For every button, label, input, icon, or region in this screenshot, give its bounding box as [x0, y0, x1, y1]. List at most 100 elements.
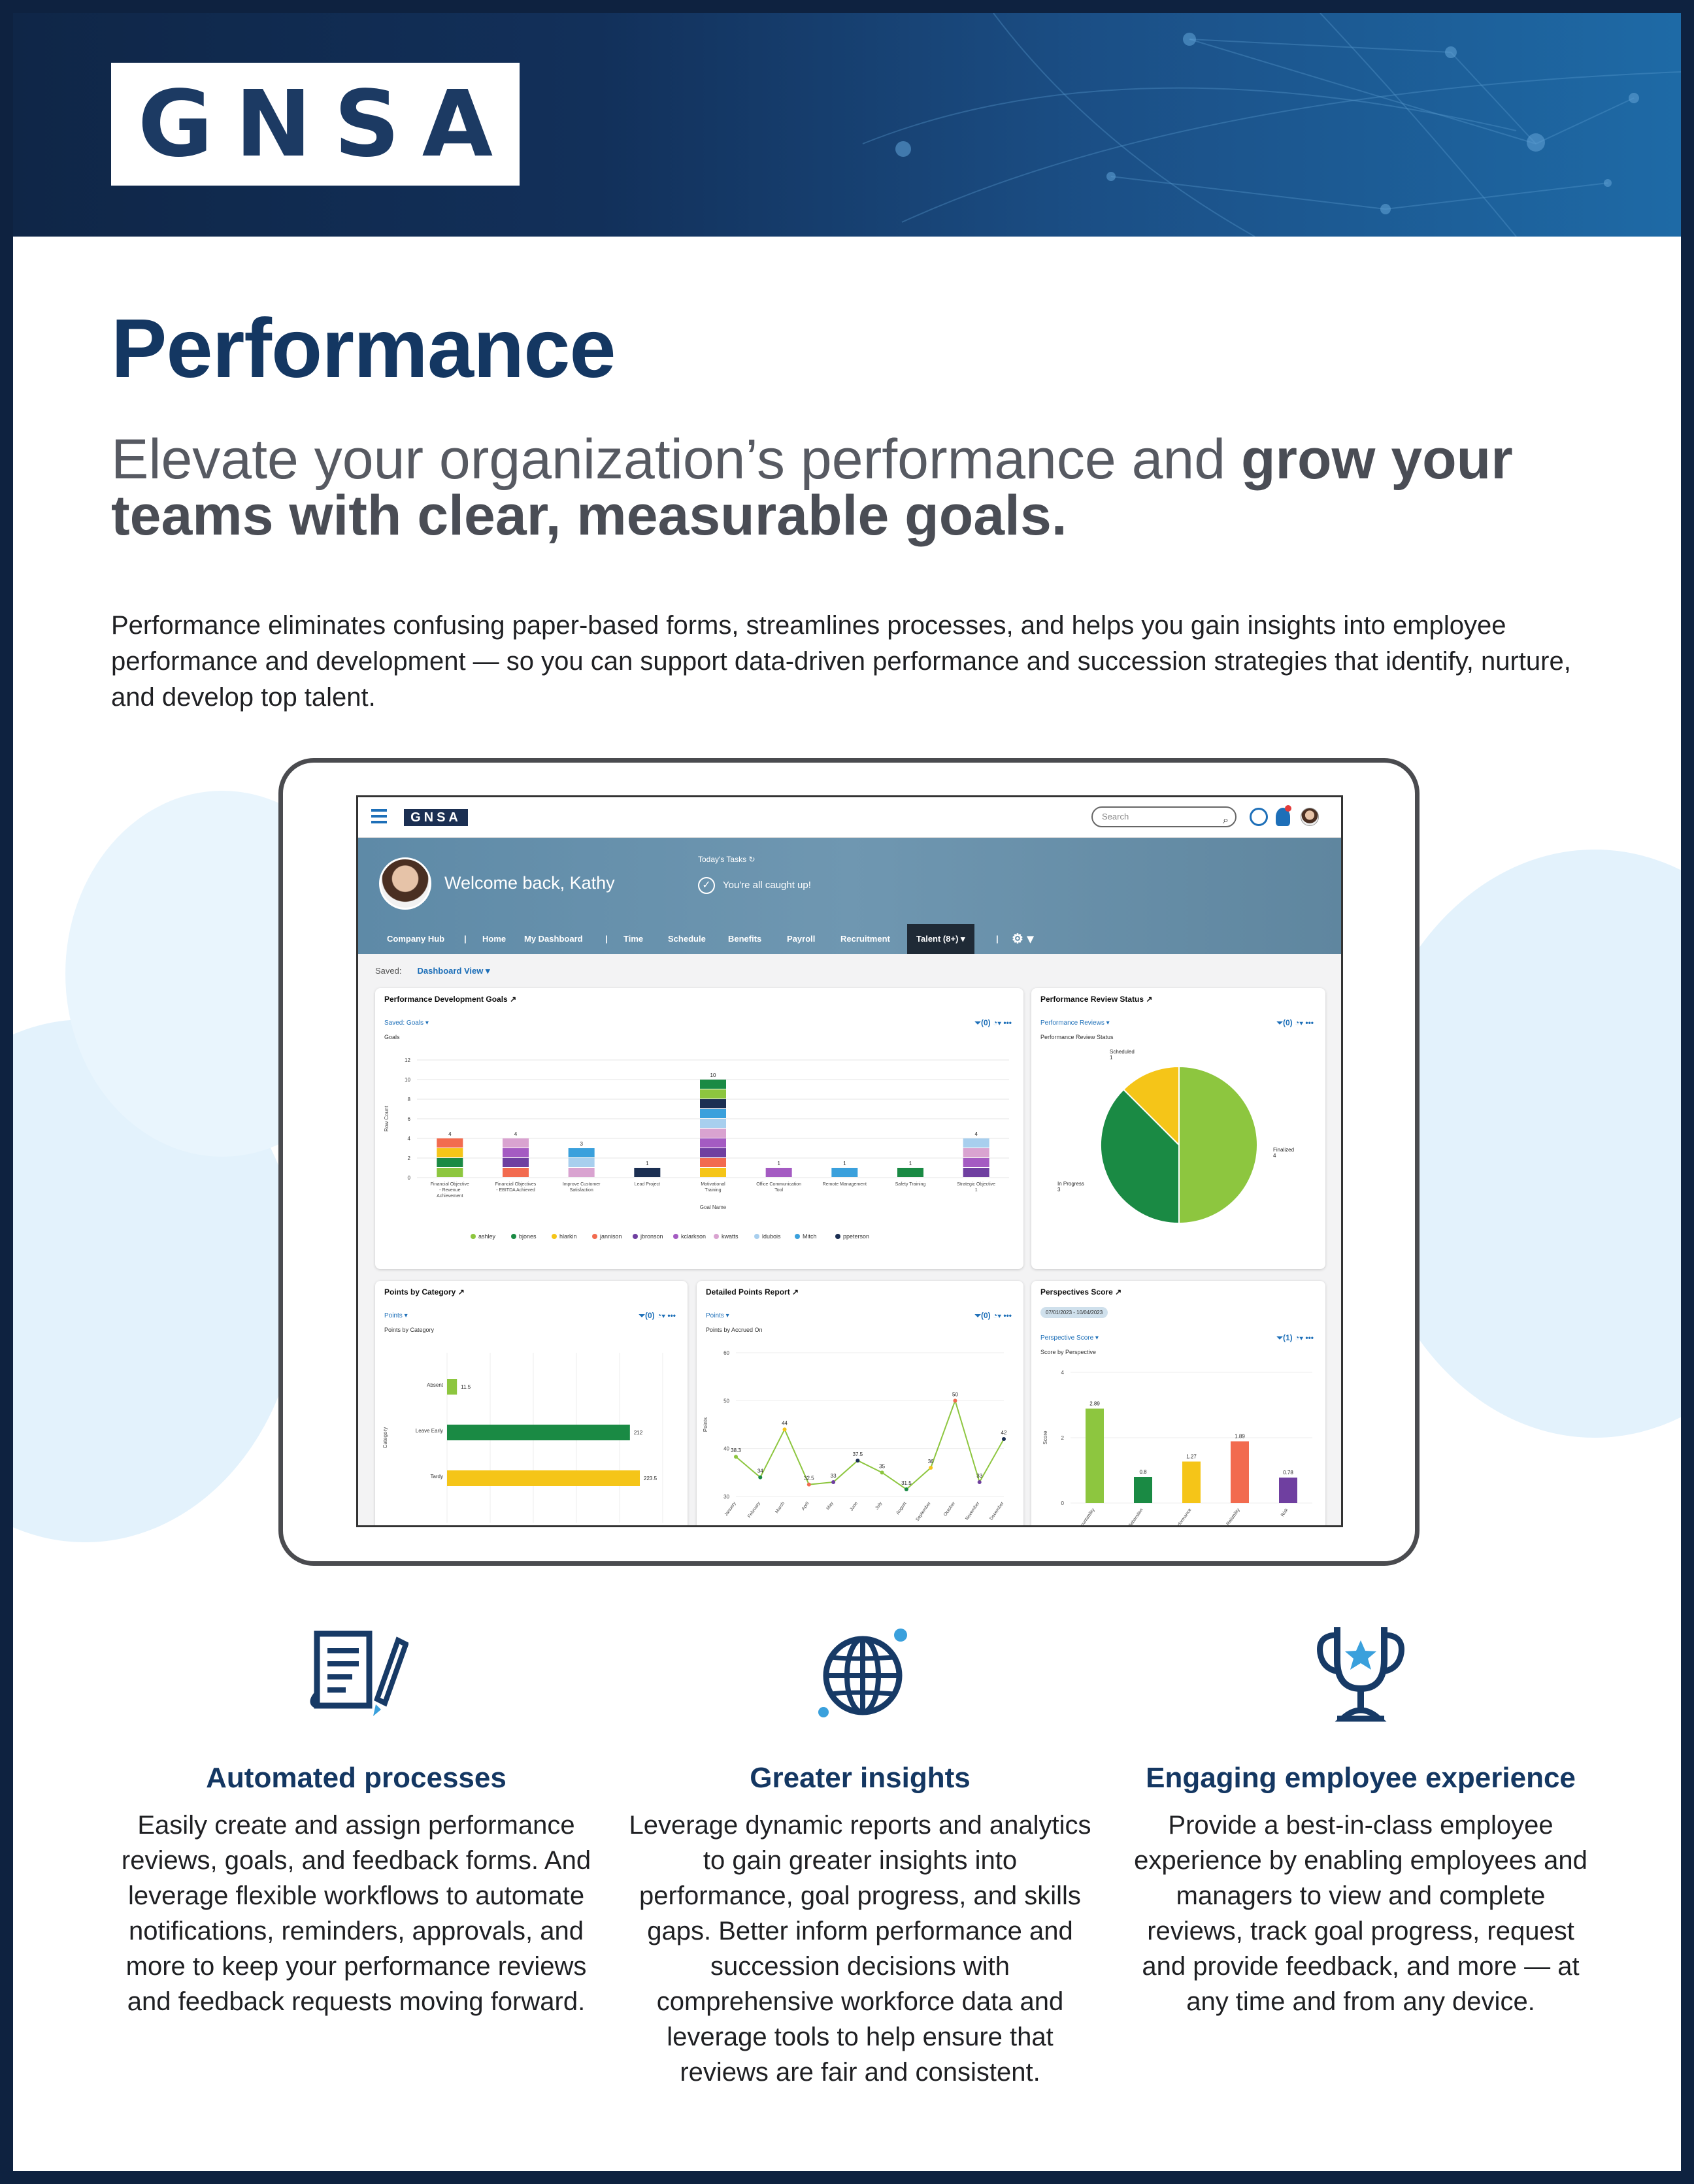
legend-label: Mitch [803, 1233, 817, 1240]
card-title[interactable]: Detailed Points Report ↗ [706, 1287, 799, 1297]
todays-tasks-text: Today's Tasks [698, 855, 747, 864]
bar [1134, 1477, 1152, 1503]
data-label: 37.5 [853, 1451, 863, 1457]
card-title[interactable]: Perspectives Score ↗ [1040, 1287, 1122, 1297]
x-tick-label: Accountability [1076, 1508, 1096, 1527]
caught-up-status: ✓ You're all caught up! [698, 877, 811, 894]
x-tick-label: August [895, 1501, 907, 1515]
card-tools[interactable]: ⏷(0) ◔▾ ••• [639, 1311, 676, 1320]
app-logo[interactable]: GNSA [404, 809, 468, 826]
card-saved-dropdown[interactable]: Perspective Score ▾ [1040, 1334, 1099, 1342]
search-input[interactable]: Search ⌕ [1091, 806, 1237, 827]
bar [1279, 1478, 1297, 1503]
data-point [806, 1482, 811, 1487]
nav-recruitment[interactable]: Recruitment [840, 934, 890, 944]
data-label: 11.5 [461, 1384, 471, 1390]
card-title[interactable]: Performance Development Goals ↗ [384, 995, 517, 1004]
card-saved-dropdown[interactable]: Points ▾ [706, 1312, 729, 1319]
nav-benefits[interactable]: Benefits [728, 934, 762, 944]
y-tick-label: Tardy [430, 1474, 443, 1480]
card-tools[interactable]: ⏷(1) ◔▾ ••• [1276, 1333, 1314, 1342]
nav-talent[interactable]: Talent (8+) ▾ [907, 924, 974, 954]
x-tick-label: Performance [1174, 1508, 1193, 1527]
x-tick-label: October [943, 1501, 956, 1517]
feature-automated: Automated processes Easily create and as… [121, 1621, 591, 2019]
bar-segment [897, 1168, 923, 1177]
nav-company-hub[interactable]: Company Hub [387, 934, 445, 944]
feature-text: Leverage dynamic reports and analytics t… [629, 1811, 1091, 2087]
x-tick-label: June [850, 1501, 859, 1512]
legend-marker [633, 1234, 638, 1239]
card-detailed-points: Detailed Points Report ↗ Points ▾ Points… [697, 1281, 1023, 1525]
y-tick-label: 40 [723, 1446, 729, 1452]
nav-schedule[interactable]: Schedule [668, 934, 706, 944]
slice-label: In Progress [1057, 1181, 1084, 1187]
settings-gear-icon[interactable]: ⚙ ▾ [1012, 932, 1034, 946]
data-point [929, 1466, 933, 1470]
search-icon[interactable]: ⌕ [1223, 815, 1229, 826]
nav-time[interactable]: Time [623, 934, 644, 944]
y-axis-label: Row Count [384, 1105, 390, 1131]
profile-avatar[interactable] [379, 857, 431, 910]
todays-tasks-label[interactable]: Today's Tasks ↻ [698, 855, 756, 864]
data-label: 35 [879, 1463, 885, 1469]
data-label: 50 [952, 1391, 958, 1397]
clock-icon[interactable] [1250, 808, 1268, 826]
series-line [735, 1398, 1005, 1491]
nav-payroll[interactable]: Payroll [787, 934, 816, 944]
menu-icon[interactable] [371, 809, 387, 823]
slice-value: 4 [1273, 1153, 1276, 1159]
globe-arrows-icon [818, 1629, 907, 1717]
legend-marker [714, 1234, 719, 1239]
bar-segment [503, 1168, 529, 1177]
data-label: 31.5 [901, 1480, 912, 1486]
data-label: 10 [710, 1072, 716, 1078]
card-tools[interactable]: ⏷(0) ◔▾ ••• [974, 1018, 1012, 1027]
data-label: 33 [976, 1473, 982, 1479]
card-tools[interactable]: ⏷(0) ◔▾ ••• [974, 1311, 1012, 1320]
bar-segment [700, 1089, 726, 1099]
slice-value: 3 [1057, 1187, 1061, 1193]
nav-my-dashboard[interactable]: My Dashboard [524, 934, 583, 944]
card-saved-dropdown[interactable]: Points ▾ [384, 1312, 408, 1319]
y-tick-label: Leave Early [416, 1428, 443, 1434]
nav-home[interactable]: Home [482, 934, 507, 944]
user-avatar[interactable] [1301, 808, 1319, 826]
legend-label: ashley [478, 1233, 496, 1240]
bar-segment [831, 1168, 858, 1177]
page-subtitle: Elevate your organization’s performance … [111, 431, 1614, 544]
data-label: 212 [634, 1430, 643, 1436]
data-label: 1.89 [1235, 1434, 1245, 1440]
card-title[interactable]: Performance Review Status ↗ [1040, 995, 1153, 1004]
x-tick-label: May [825, 1501, 835, 1511]
card-review-status: Performance Review Status ↗ Performance … [1031, 988, 1325, 1269]
nav-talent-label: Talent (8+) [916, 934, 959, 944]
card-subtitle: Performance Review Status [1040, 1034, 1114, 1040]
dashboard-view-dropdown[interactable]: Dashboard View ▾ [417, 966, 490, 976]
x-tick-label: Financial Objectives - EBITDA Achieved [495, 1182, 537, 1193]
x-tick-label: February [747, 1501, 761, 1519]
bar-segment [437, 1168, 463, 1177]
data-label: 223.5 [644, 1476, 657, 1481]
bar-segment [963, 1168, 989, 1177]
y-tick-label: 4 [1061, 1370, 1065, 1376]
x-tick-label: Office Communication Tool [756, 1182, 801, 1193]
bar-segment [437, 1158, 463, 1167]
legend-label: bjones [519, 1233, 537, 1240]
data-label: 1 [777, 1161, 780, 1166]
card-tools[interactable]: ⏷(0) ◔▾ ••• [1276, 1018, 1314, 1027]
card-title[interactable]: Points by Category ↗ [384, 1287, 465, 1297]
refresh-icon[interactable]: ↻ [748, 855, 756, 864]
intro-paragraph: Performance eliminates confusing paper-b… [111, 611, 1571, 712]
date-range-chip[interactable]: 07/01/2023 - 10/04/2023 [1040, 1307, 1108, 1318]
card-saved-dropdown[interactable]: Performance Reviews ▾ [1040, 1019, 1110, 1027]
y-tick-label: 12 [405, 1057, 410, 1063]
data-point [977, 1480, 982, 1484]
card-saved-dropdown[interactable]: Saved: Goals ▾ [384, 1019, 429, 1027]
bell-icon[interactable] [1276, 808, 1290, 826]
header-banner: GNSA [13, 13, 1681, 237]
legend-label: jannison [599, 1233, 622, 1240]
bar [447, 1470, 640, 1486]
data-label: 36 [928, 1459, 934, 1464]
detailed-points-chart: 30 40 50 60 Points 38.3 January 34 February 44 Mar… [703, 1350, 1007, 1522]
